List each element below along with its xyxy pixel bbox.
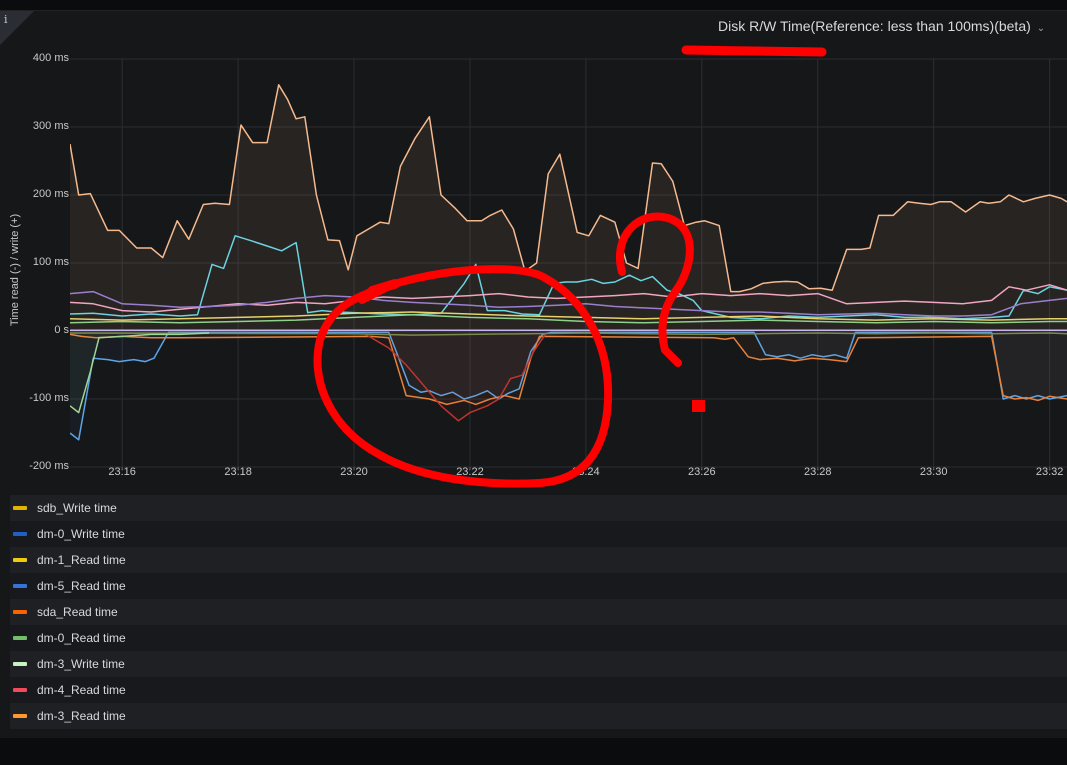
- series-area-red-read: [365, 331, 546, 421]
- y-tick-label: 100 ms: [32, 256, 69, 268]
- panel-title-text: Disk R/W Time(Reference: less than 100ms…: [718, 18, 1031, 34]
- series-line-olive-read: [70, 332, 1067, 336]
- series-area-orange-read: [70, 331, 1067, 405]
- legend-swatch: [13, 610, 27, 614]
- chart-series: [70, 84, 1067, 441]
- legend-item[interactable]: dm-0_Read time: [10, 625, 1067, 651]
- panel-title[interactable]: Disk R/W Time(Reference: less than 100ms…: [718, 18, 1045, 34]
- legend-label: dm-0_Write time: [37, 527, 125, 541]
- annotation-question-mark: [616, 212, 694, 367]
- y-tick-label: -100 ms: [29, 392, 69, 404]
- series-line-big-write: [70, 84, 1067, 293]
- y-tick-label: 300 ms: [32, 120, 69, 132]
- x-tick-label: 23:20: [340, 466, 368, 478]
- legend-item[interactable]: dm-1_Read time: [10, 547, 1067, 573]
- legend-item[interactable]: dm-4_Read time: [10, 677, 1067, 703]
- legend-item[interactable]: sdb_Write time: [10, 495, 1067, 521]
- legend-label: sdb_Write time: [37, 501, 117, 515]
- annotation-circle: [313, 265, 613, 488]
- legend-item[interactable]: dm-5_Read time: [10, 573, 1067, 599]
- legend-swatch: [13, 532, 27, 536]
- x-tick-label: 23:28: [803, 466, 832, 478]
- legend-label: dm-4_Read time: [37, 683, 126, 697]
- legend-swatch: [13, 636, 27, 640]
- legend-label: dm-3_Write time: [37, 657, 125, 671]
- series-line-blue-read: [70, 331, 1067, 441]
- legend-label: dm-3_Read time: [37, 709, 126, 723]
- legend-item[interactable]: dm-3_Read time: [10, 703, 1067, 729]
- red-annotations: [313, 45, 827, 488]
- legend-swatch: [13, 662, 27, 666]
- legend-label: dm-1_Read time: [37, 553, 126, 567]
- series-line-lightgreen-read: [70, 332, 210, 414]
- legend-item[interactable]: dm-3_Write time: [10, 651, 1067, 677]
- annotation-arrow-head: [358, 279, 399, 304]
- series-area-lightgreen-read: [70, 331, 210, 413]
- legend-label: dm-0_Read time: [37, 631, 126, 645]
- x-tick-label: 23:26: [688, 466, 716, 478]
- x-tick-label: 23:32: [1035, 466, 1064, 478]
- legend: sdb_Write time dm-0_Write time dm-1_Read t…: [10, 495, 1067, 729]
- y-tick-label: 400 ms: [32, 52, 69, 64]
- legend-item[interactable]: sda_Read time: [10, 599, 1067, 625]
- x-tick-label: 23:16: [108, 466, 136, 478]
- y-tick-label: 0 s: [54, 324, 69, 336]
- legend-swatch: [13, 558, 27, 562]
- x-tick-label: 23:30: [919, 466, 948, 478]
- chevron-down-icon[interactable]: ⌄: [1036, 23, 1046, 34]
- series-line-orange-read: [70, 333, 1067, 406]
- x-tick-label: 23:18: [224, 466, 252, 478]
- legend-item[interactable]: dm-0_Write time: [10, 521, 1067, 547]
- legend-label: dm-5_Read time: [37, 579, 126, 593]
- annotation-underline: [681, 45, 827, 57]
- series-line-purple-write: [70, 290, 1067, 317]
- legend-label: sda_Read time: [37, 605, 118, 619]
- series-area-blue-read: [70, 331, 1067, 440]
- series-line-red-read: [365, 333, 546, 422]
- annotation-question-dot: [692, 400, 705, 412]
- legend-swatch: [13, 506, 27, 510]
- y-tick-label: 200 ms: [32, 188, 69, 200]
- y-tick-label: -200 ms: [29, 460, 69, 472]
- x-tick-label: 23:22: [456, 466, 484, 478]
- series-line-pink-write: [70, 284, 1067, 313]
- legend-swatch: [13, 688, 27, 692]
- legend-swatch: [13, 714, 27, 718]
- series-area-big-write: [70, 84, 1067, 331]
- info-corner[interactable]: [0, 11, 34, 45]
- info-icon[interactable]: i: [4, 13, 8, 26]
- legend-swatch: [13, 584, 27, 588]
